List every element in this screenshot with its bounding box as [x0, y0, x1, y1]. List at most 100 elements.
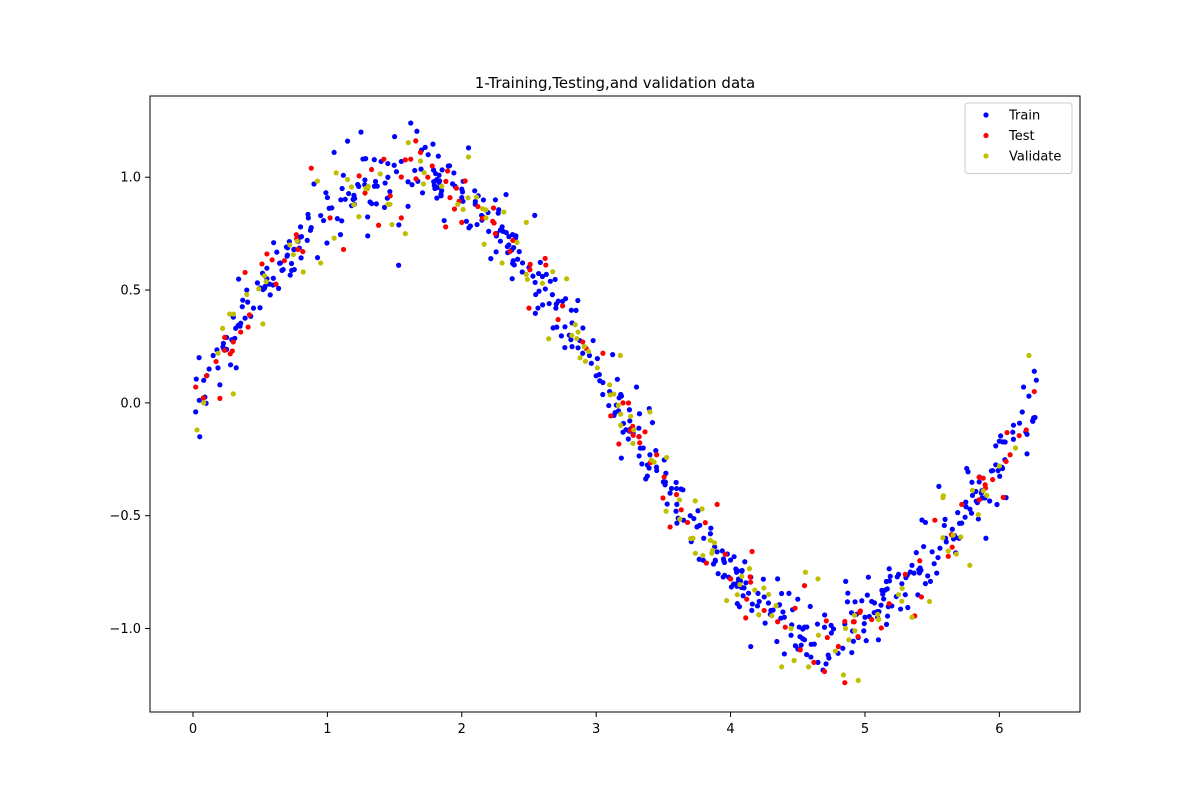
- train-point: [909, 562, 915, 568]
- train-point: [942, 516, 948, 522]
- train-point: [233, 325, 239, 331]
- train-point: [532, 310, 538, 316]
- validate-point: [219, 325, 226, 332]
- test-point: [835, 643, 841, 650]
- train-point: [922, 581, 929, 587]
- train-point: [673, 479, 679, 486]
- validate-point: [523, 271, 529, 278]
- test-point: [293, 232, 299, 238]
- train-point: [828, 622, 834, 628]
- validate-point: [260, 321, 266, 327]
- train-point: [373, 201, 379, 207]
- legend-label-test: Test: [1008, 129, 1035, 144]
- test-point: [949, 544, 955, 550]
- train-point: [788, 632, 794, 638]
- train-point: [822, 612, 828, 618]
- train-point: [553, 305, 559, 311]
- validate-point: [569, 332, 575, 338]
- train-point: [465, 145, 472, 151]
- validate-point: [975, 512, 981, 518]
- train-point: [320, 217, 327, 224]
- test-point: [842, 680, 848, 686]
- validate-point: [405, 140, 411, 146]
- validate-point: [805, 664, 812, 670]
- train-point: [691, 515, 697, 522]
- train-point: [436, 178, 443, 184]
- train-point: [436, 172, 442, 178]
- train-point: [653, 464, 660, 470]
- test-point: [222, 334, 228, 341]
- train-point: [636, 411, 643, 417]
- train-point: [530, 273, 536, 279]
- train-point: [270, 275, 276, 281]
- train-point: [969, 479, 975, 485]
- train-point: [976, 479, 982, 485]
- validate-point: [572, 322, 578, 328]
- train-point: [736, 604, 743, 610]
- validate-point: [300, 269, 306, 275]
- validate-point: [230, 311, 237, 317]
- train-point: [664, 501, 670, 507]
- train-point: [881, 596, 887, 602]
- train-point: [509, 276, 515, 282]
- validate-point: [899, 598, 905, 604]
- test-point: [714, 501, 720, 508]
- test-point: [811, 659, 817, 665]
- validate-point: [647, 409, 653, 415]
- train-point: [391, 162, 397, 168]
- train-point: [385, 160, 391, 167]
- train-point: [580, 350, 586, 356]
- train-point: [244, 287, 250, 293]
- train-point: [879, 587, 885, 594]
- validate-point: [737, 581, 743, 588]
- x-tick-label: 4: [726, 722, 734, 737]
- test-point: [490, 205, 497, 211]
- test-point: [362, 190, 368, 196]
- train-point: [731, 554, 737, 560]
- train-point: [1002, 439, 1008, 445]
- validate-point: [791, 657, 797, 664]
- train-point: [250, 305, 257, 311]
- train-point: [346, 190, 352, 197]
- test-point: [200, 395, 206, 401]
- train-point: [916, 570, 923, 576]
- train-point: [625, 436, 631, 442]
- train-point: [324, 240, 330, 246]
- train-point: [408, 120, 414, 126]
- test-point: [743, 615, 749, 621]
- validate-point: [615, 402, 621, 408]
- validate-point: [420, 181, 427, 187]
- test-point: [375, 222, 382, 228]
- train-point: [210, 352, 216, 359]
- train-point: [780, 609, 786, 615]
- train-point: [969, 492, 976, 498]
- validate-point: [875, 611, 881, 617]
- train-point: [227, 362, 234, 368]
- test-point: [398, 174, 404, 180]
- validate-point: [618, 411, 624, 417]
- train-point: [405, 203, 411, 209]
- train-point: [412, 167, 418, 174]
- train-point: [1024, 431, 1030, 437]
- train-point: [196, 397, 202, 403]
- test-point: [667, 524, 673, 530]
- x-tick-label: 2: [458, 722, 466, 737]
- train-point: [994, 501, 1000, 508]
- test-point: [684, 519, 691, 526]
- validate-point: [651, 459, 657, 465]
- train-point: [217, 382, 223, 388]
- test-point: [630, 432, 636, 438]
- validate-point: [663, 508, 669, 514]
- test-point: [425, 174, 431, 180]
- test-point: [857, 609, 863, 615]
- train-point: [543, 271, 549, 277]
- train-point: [575, 345, 581, 351]
- train-point: [497, 238, 504, 244]
- validate-point: [707, 537, 713, 544]
- train-point: [305, 211, 311, 217]
- train-point: [610, 352, 616, 358]
- validate-point: [769, 613, 775, 619]
- train-point: [441, 217, 447, 224]
- train-point: [580, 325, 586, 331]
- train-point: [331, 149, 337, 156]
